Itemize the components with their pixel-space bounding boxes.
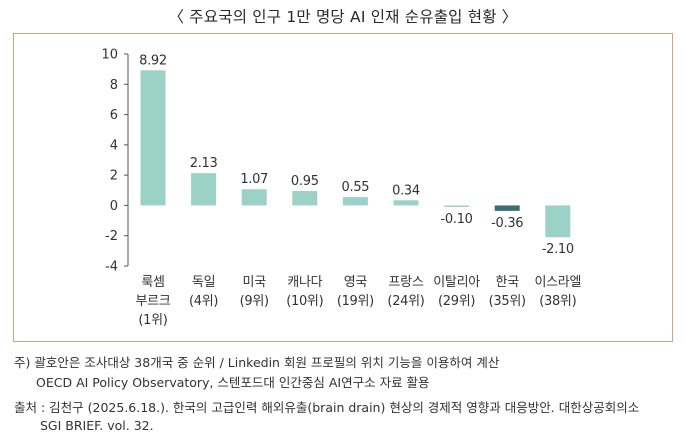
bar [494,205,520,211]
x-tick-label: (4위) [189,294,218,309]
bar [241,189,267,206]
data-label: 0.95 [291,174,319,189]
x-tick-label: 룩셈 [141,275,164,290]
y-tick-label: 6 [110,108,118,123]
x-tick-label: (29위) [438,294,475,309]
y-tick-label: -2 [105,229,118,244]
source-line-1: 출처 : 김천구 (2025.6.18.). 한국의 고급인력 해외유출(bra… [14,400,640,415]
x-tick-label: 이스라엘 [534,275,581,290]
x-tick-label: 캐나다 [287,275,322,290]
bar [140,70,166,206]
x-tick-label: (10위) [286,294,323,309]
x-tick-label: (35위) [489,294,526,309]
bar [393,200,419,206]
x-tick-label: (24위) [387,294,424,309]
footnote-line-2: OECD AI Policy Observatory, 스텐포드대 인간중심 A… [36,375,430,390]
y-tick-label: 10 [101,48,118,63]
footnote-line-1: 주) 괄호안은 조사대상 38개국 중 순위 / Linkedin 회원 프로필… [14,355,500,370]
bar [342,197,368,206]
source-line-2: SGI BRIEF. vol. 32. [40,418,154,433]
data-label: 0.34 [392,183,420,198]
bar [444,205,470,207]
data-label: 2.13 [190,156,218,171]
y-tick-label: 2 [110,169,118,184]
x-tick-label: (19위) [337,294,374,309]
bar [545,205,571,238]
y-tick-label: 8 [110,78,118,93]
x-tick-label: 한국 [496,275,520,290]
x-tick-label: (9위) [240,294,269,309]
x-tick-label: 부르크 [136,294,171,309]
data-label: -2.10 [542,242,574,257]
x-tick-label: 미국 [243,275,267,290]
y-tick-label: 4 [110,138,118,153]
x-tick-label: 독일 [192,275,215,290]
y-tick-label: -4 [105,260,118,275]
x-tick-label: 이탈리아 [433,275,480,290]
chart-title: 〈 주요국의 인구 1만 명당 AI 인재 순유출입 현황 〉 [168,8,518,26]
bar [191,173,217,206]
x-tick-label: (38위) [539,294,576,309]
y-tick-label: 0 [110,199,118,214]
x-tick-label: 프랑스 [389,275,424,290]
data-label: 0.55 [342,180,370,195]
x-tick-label: (1위) [138,313,167,328]
data-label: 8.92 [139,53,167,68]
x-tick-label: 영국 [344,275,368,290]
data-label: -0.10 [441,212,473,227]
data-label: 1.07 [240,172,268,187]
data-label: -0.36 [491,216,523,231]
bar [292,191,318,206]
